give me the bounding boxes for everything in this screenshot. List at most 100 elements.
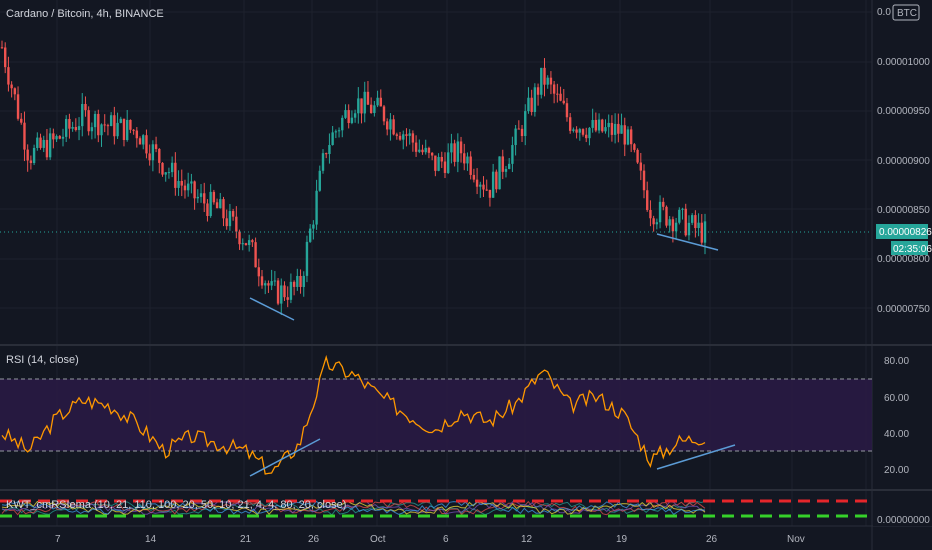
- rsi-band: [0, 379, 872, 451]
- candle-body: [325, 153, 328, 155]
- candle-body: [575, 129, 578, 133]
- kwt-panel[interactable]: KWT_cmRSIema (10, 21, 110, 100, 20, 50, …: [0, 499, 932, 526]
- candle-body: [206, 203, 209, 217]
- candle-body: [662, 201, 665, 207]
- candle-body: [74, 127, 78, 131]
- candle-body: [527, 97, 530, 112]
- candle-body: [546, 77, 549, 85]
- candle-body: [122, 118, 126, 140]
- rsi-trendline-1[interactable]: [249, 438, 321, 477]
- candle-body: [341, 117, 344, 131]
- kwt-title[interactable]: KWT_cmRSIema (10, 21, 110, 100, 20, 50, …: [6, 499, 346, 511]
- candle-body: [543, 67, 546, 85]
- price-panel[interactable]: [0, 40, 870, 321]
- candle-body: [81, 104, 84, 127]
- price-axis-label: 0.00001000: [877, 57, 930, 68]
- price-axis[interactable]: 0.0 0.00001000 0.00000950 0.00000900 0.0…: [877, 7, 930, 315]
- candle-body: [620, 125, 623, 134]
- candle-body: [427, 147, 431, 153]
- candle-body: [196, 196, 200, 199]
- candle-body: [315, 190, 318, 225]
- time-axis-label: 12: [521, 534, 533, 545]
- rsi-trendline-2[interactable]: [656, 444, 736, 470]
- candle-body: [142, 135, 145, 145]
- candle-body: [610, 122, 614, 135]
- candle-body: [68, 118, 71, 129]
- candle-body: [475, 179, 479, 187]
- price-axis-label: 0.00000800: [877, 254, 930, 265]
- candle-body: [170, 162, 174, 173]
- candle-body: [212, 191, 216, 203]
- candle-body: [344, 110, 347, 118]
- symbol-title[interactable]: Cardano / Bitcoin, 4h, BINANCE: [6, 8, 164, 20]
- candle-body: [280, 285, 283, 304]
- candle-body: [626, 129, 630, 145]
- rsi-title[interactable]: RSI (14, close): [6, 354, 79, 366]
- candle-body: [440, 156, 443, 162]
- candle-body: [366, 91, 370, 105]
- candle-body: [386, 121, 389, 130]
- candle-body: [376, 97, 379, 106]
- candle-body: [61, 136, 65, 139]
- candle-body: [241, 243, 244, 245]
- candle-body: [658, 201, 662, 223]
- candle-body: [183, 185, 187, 191]
- candle-body: [90, 127, 94, 132]
- rsi-axis-label: 20.00: [884, 465, 909, 476]
- candle-body: [190, 181, 193, 184]
- candle-body: [23, 122, 26, 150]
- candle-body: [167, 172, 171, 174]
- candle-body: [507, 163, 511, 169]
- candle-body: [16, 94, 20, 119]
- candle-body: [93, 113, 97, 128]
- candle-body: [379, 97, 382, 107]
- time-axis-label: 19: [616, 534, 628, 545]
- candle-body: [495, 171, 498, 190]
- candle-body: [222, 199, 225, 219]
- candle-body: [334, 131, 338, 133]
- rsi-panel[interactable]: RSI (14, close) 80.00 60.00 40.00 20.00: [0, 354, 909, 477]
- time-axis-label: 7: [55, 534, 61, 545]
- candle-body: [10, 84, 13, 89]
- price-trendline-2[interactable]: [656, 233, 719, 251]
- candle-body: [585, 134, 588, 139]
- candle-body: [231, 211, 235, 217]
- candle-body: [687, 222, 691, 236]
- candle-body: [655, 222, 659, 225]
- candle-body: [597, 119, 601, 131]
- price-trendline-1[interactable]: [249, 297, 295, 321]
- candle-body: [411, 133, 415, 143]
- candle-body: [357, 98, 360, 114]
- candle-body: [247, 240, 251, 246]
- candle-body: [276, 280, 280, 304]
- candle-body: [353, 113, 357, 118]
- candle-body: [199, 193, 203, 197]
- candle-body: [392, 119, 395, 135]
- candle-body: [180, 180, 183, 186]
- candle-body: [260, 276, 264, 286]
- candle-body: [581, 129, 585, 135]
- candle-body: [636, 149, 639, 163]
- candle-body: [405, 134, 408, 136]
- candle-body: [629, 129, 633, 145]
- time-axis[interactable]: 7 14 21 26 Oct 6 12 19 26 Nov: [55, 534, 805, 545]
- candle-body: [530, 97, 533, 112]
- candle-body: [556, 93, 559, 95]
- candle-body: [678, 209, 681, 223]
- candle-body: [7, 67, 10, 85]
- candle-body: [77, 126, 81, 131]
- candle-body: [337, 130, 341, 132]
- rsi-axis-label: 60.00: [884, 393, 909, 404]
- candle-body: [103, 124, 106, 126]
- candle-body: [459, 141, 463, 154]
- candle-body: [568, 117, 572, 131]
- candle-body: [45, 139, 49, 158]
- candle-body: [119, 118, 122, 123]
- currency-badge[interactable]: BTC: [892, 4, 920, 21]
- candle-body: [273, 280, 277, 282]
- price-axis-label: 0.00000950: [877, 106, 930, 117]
- candle-body: [283, 285, 286, 298]
- candle-body: [613, 123, 617, 135]
- candle-body: [533, 87, 537, 112]
